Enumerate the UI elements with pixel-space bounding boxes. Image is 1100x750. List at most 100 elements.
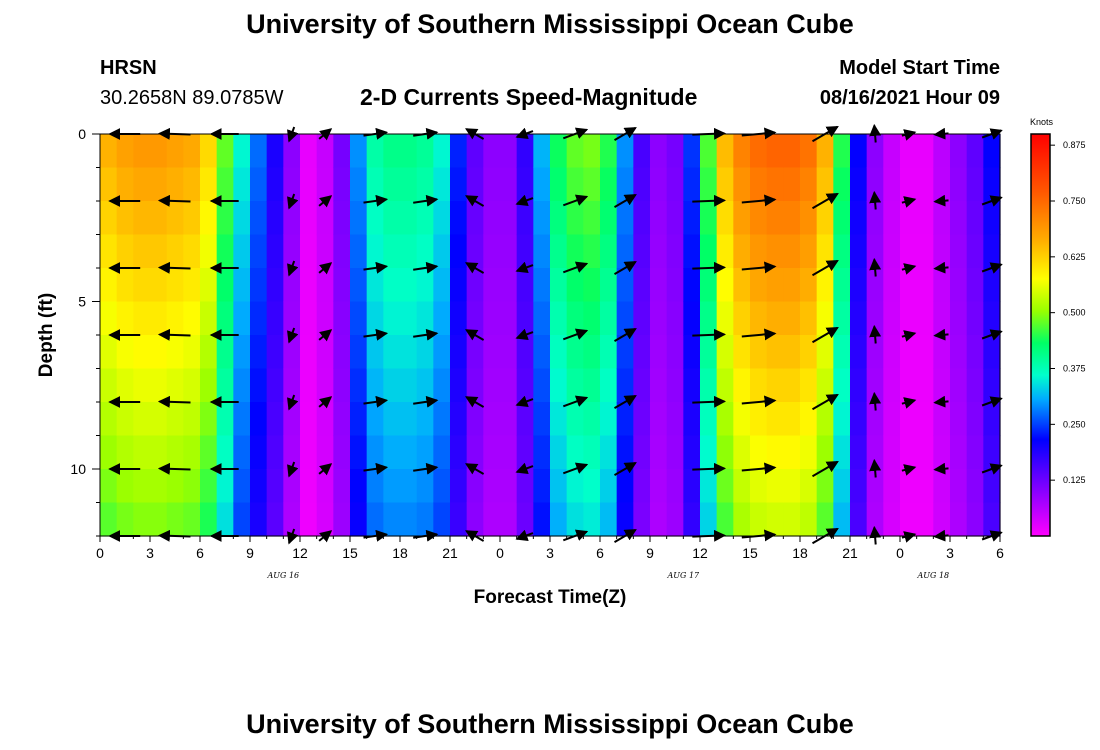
y-tick-label: 10 <box>70 461 86 477</box>
heatmap-cell <box>433 167 451 202</box>
heatmap-cell <box>433 301 451 336</box>
heatmap-cell <box>566 301 584 336</box>
heatmap-cell <box>150 469 168 504</box>
heatmap-cell <box>183 268 201 303</box>
heatmap-cell <box>200 301 218 336</box>
heatmap-cell <box>483 502 501 537</box>
heatmap-cell <box>216 435 234 470</box>
heatmap-cell <box>583 402 601 437</box>
heatmap-cell <box>283 335 301 370</box>
heatmap-cell <box>850 402 868 437</box>
heatmap-cell <box>233 268 251 303</box>
heatmap-cell <box>850 502 868 537</box>
heatmap-cell <box>300 368 318 403</box>
heatmap-cell <box>283 301 301 336</box>
heatmap-cell <box>566 234 584 269</box>
heatmap-cell <box>600 368 618 403</box>
heatmap-cell <box>316 234 334 269</box>
heatmap-cell <box>983 502 1001 537</box>
heatmap-cell <box>216 368 234 403</box>
heatmap-cell <box>900 402 918 437</box>
heatmap-cell <box>716 335 734 370</box>
heatmap-cell <box>400 201 418 236</box>
heatmap-cell <box>450 301 468 336</box>
heatmap-cell <box>333 368 351 403</box>
heatmap-cell <box>500 201 518 236</box>
heatmap-cell <box>116 335 134 370</box>
heatmap-cell <box>983 469 1001 504</box>
current-arrow <box>562 395 589 408</box>
heatmap-cell <box>566 268 584 303</box>
heatmap-cell <box>616 167 634 202</box>
heatmap-cell <box>766 435 784 470</box>
heatmap-cell <box>950 435 968 470</box>
heatmap-cell <box>916 134 934 169</box>
heatmap-cell <box>366 234 384 269</box>
heatmap-cell <box>666 167 684 202</box>
heatmap-cell <box>816 134 834 169</box>
heatmap-cell <box>583 335 601 370</box>
heatmap-cell <box>516 402 534 437</box>
heatmap-cell <box>716 234 734 269</box>
colorbar-ticks: 0.875 0.750 0.625 0.500 0.375 0.250 0.125 <box>1050 140 1086 485</box>
heatmap-cell <box>450 368 468 403</box>
heatmap-cell <box>283 201 301 236</box>
heatmap-cell <box>683 301 701 336</box>
heatmap-cell <box>100 435 118 470</box>
heatmap-cell <box>550 134 568 169</box>
current-arrow <box>413 395 439 408</box>
heatmap-cell <box>500 134 518 169</box>
heatmap-cell <box>150 301 168 336</box>
heatmap-cell <box>416 402 434 437</box>
heatmap-cell <box>450 502 468 537</box>
heatmap-cell <box>550 435 568 470</box>
heatmap-cell <box>933 335 951 370</box>
heatmap-cell <box>533 201 551 236</box>
current-arrow <box>869 324 882 344</box>
heatmap-cell <box>733 435 751 470</box>
heatmap-cell <box>833 502 851 537</box>
heatmap-cell <box>966 469 984 504</box>
heatmap-cell <box>516 167 534 202</box>
heatmap-cell <box>250 268 268 303</box>
heatmap-cell <box>283 368 301 403</box>
heatmap-cell <box>783 134 801 169</box>
heatmap-cell <box>800 435 818 470</box>
heatmap-cell <box>633 335 651 370</box>
heatmap-cell <box>816 268 834 303</box>
current-arrow <box>981 396 1003 408</box>
heatmap-cell <box>216 335 234 370</box>
heatmap-cell <box>750 435 768 470</box>
heatmap-cell <box>233 435 251 470</box>
heatmap-cell <box>650 502 668 537</box>
heatmap-cell <box>383 402 401 437</box>
heatmap-cell <box>516 268 534 303</box>
heatmap-cell <box>666 368 684 403</box>
heatmap-cell <box>700 167 718 202</box>
heatmap-cell <box>300 402 318 437</box>
heatmap-cell <box>683 167 701 202</box>
current-arrow <box>901 330 917 342</box>
heatmap-cell <box>733 368 751 403</box>
heatmap-cell <box>883 335 901 370</box>
heatmap-cell <box>366 502 384 537</box>
heatmap-cell <box>616 435 634 470</box>
heatmap-cell <box>266 134 284 169</box>
heatmap-cell <box>333 435 351 470</box>
model-start-label: Model Start Time <box>839 57 1000 79</box>
heatmap-cell <box>316 268 334 303</box>
heatmap-cell <box>300 469 318 504</box>
heatmap-cell <box>166 268 184 303</box>
heatmap-cell <box>416 469 434 504</box>
heatmap-cell <box>200 134 218 169</box>
heatmap-cell <box>616 502 634 537</box>
heatmap-cell <box>650 469 668 504</box>
heatmap-cell <box>566 502 584 537</box>
heatmap-cell <box>733 134 751 169</box>
heatmap-cell <box>533 469 551 504</box>
heatmap-cell <box>200 201 218 236</box>
current-arrow <box>515 328 534 340</box>
current-arrow <box>741 328 777 341</box>
current-arrow <box>515 395 534 407</box>
heatmap-cell <box>116 301 134 336</box>
